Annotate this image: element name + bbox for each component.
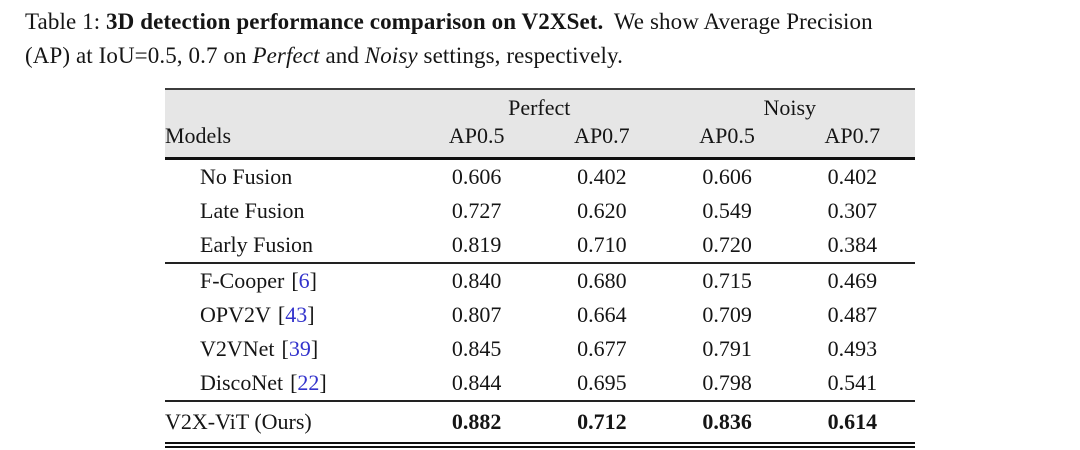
- model-name: DiscoNet [22]: [165, 366, 414, 401]
- citation-bracket-open: [: [277, 302, 286, 327]
- model-label: DiscoNet: [200, 370, 284, 395]
- model-name: No Fusion: [200, 164, 293, 189]
- table-row-early-fusion: Early Fusion 0.819 0.710 0.720 0.384: [165, 228, 915, 263]
- citation: [39]: [282, 336, 319, 361]
- value-cell: 0.541: [827, 370, 878, 395]
- citation: [22]: [290, 370, 327, 395]
- citation-link[interactable]: 6: [298, 268, 310, 293]
- value-cell: 0.680: [577, 268, 627, 293]
- table-container: Perfect Noisy Models AP0.5 AP0.7 AP0.5 A…: [165, 88, 915, 448]
- value-cell: 0.836: [702, 409, 752, 434]
- results-table: Perfect Noisy Models AP0.5 AP0.7 AP0.5 A…: [165, 88, 915, 448]
- header-group-perfect: Perfect: [508, 95, 571, 120]
- model-label: F-Cooper: [200, 268, 285, 293]
- value-cell: 0.307: [827, 198, 878, 223]
- table-header: Perfect Noisy Models AP0.5 AP0.7 AP0.5 A…: [165, 89, 915, 159]
- value-cell: 0.709: [702, 302, 752, 327]
- caption-line-1: Table 1: 3D detection performance compar…: [25, 5, 1065, 39]
- value-cell: 0.882: [451, 409, 502, 434]
- value-cell: 0.677: [577, 336, 627, 361]
- value-cell: 0.710: [577, 232, 627, 257]
- citation-bracket-close: ]: [309, 268, 317, 293]
- value-cell: 0.845: [451, 336, 502, 361]
- model-label: OPV2V: [200, 302, 271, 327]
- value-cell: 0.727: [451, 198, 502, 223]
- model-name: OPV2V [43]: [165, 298, 414, 332]
- citation-bracket-close: ]: [307, 302, 315, 327]
- value-cell: 0.715: [702, 268, 752, 293]
- value-cell: 0.614: [827, 409, 878, 434]
- value-cell: 0.549: [702, 198, 752, 223]
- caption-noisy-italic: Noisy: [364, 43, 418, 68]
- value-cell: 0.384: [827, 232, 878, 257]
- column-group-row: Perfect Noisy: [165, 89, 915, 122]
- table-row-v2vnet: V2VNet [39] 0.845 0.677 0.791 0.493: [165, 332, 915, 366]
- table-row-no-fusion: No Fusion 0.606 0.402 0.606 0.402: [165, 159, 915, 195]
- table-row-v2x-vit-ours: V2X-ViT (Ours) 0.882 0.712 0.836 0.614: [165, 401, 915, 445]
- caption-title-bold: 3D detection performance comparison on V…: [106, 9, 604, 34]
- value-cell: 0.840: [451, 268, 502, 293]
- header-group-noisy: Noisy: [763, 95, 817, 120]
- header-ap07-perfect: AP0.7: [574, 123, 630, 148]
- header-models: Models: [165, 123, 231, 148]
- column-header-row: Models AP0.5 AP0.7 AP0.5 AP0.7: [165, 122, 915, 159]
- table-row-f-cooper: F-Cooper [6] 0.840 0.680 0.715 0.469: [165, 263, 915, 298]
- value-cell: 0.807: [451, 302, 502, 327]
- citation-bracket-close: ]: [310, 336, 319, 361]
- citation-bracket-open: [: [291, 268, 299, 293]
- header-ap05-perfect: AP0.5: [448, 123, 505, 148]
- header-ap07-noisy: AP0.7: [824, 123, 881, 148]
- caption-text-mid: and: [325, 43, 365, 68]
- intermediate-fusion-section: F-Cooper [6] 0.840 0.680 0.715 0.469 OPV2…: [165, 263, 915, 401]
- citation: [43]: [278, 302, 315, 327]
- caption-perfect-italic: Perfect: [252, 43, 320, 68]
- value-cell: 0.844: [451, 370, 502, 395]
- caption-text-pre: (AP) at IoU=0.5, 0.7 on: [25, 43, 253, 68]
- table-caption: Table 1: 3D detection performance compar…: [25, 5, 1065, 73]
- table-row-opv2v: OPV2V [43] 0.807 0.664 0.709 0.487: [165, 298, 915, 332]
- citation: [6]: [291, 268, 317, 293]
- citation-bracket-open: [: [281, 336, 289, 361]
- value-cell: 0.469: [827, 268, 878, 293]
- model-name: Late Fusion: [200, 198, 305, 223]
- citation-link[interactable]: 39: [288, 336, 311, 361]
- value-cell: 0.720: [702, 232, 752, 257]
- caption-text-start: We show Average Precision: [613, 9, 873, 34]
- value-cell: 0.664: [577, 302, 627, 327]
- value-cell: 0.798: [702, 370, 752, 395]
- value-cell: 0.606: [702, 164, 752, 189]
- caption-table-label: Table 1:: [25, 9, 107, 34]
- header-ap05-noisy: AP0.5: [699, 123, 755, 148]
- value-cell: 0.487: [827, 302, 878, 327]
- citation-bracket-open: [: [290, 370, 298, 395]
- caption-line-2: (AP) at IoU=0.5, 0.7 on Perfect and Nois…: [25, 39, 1065, 73]
- caption-text-post: settings, respectively.: [423, 43, 623, 68]
- model-name: V2X-ViT (Ours): [165, 409, 312, 434]
- table-row-late-fusion: Late Fusion 0.727 0.620 0.549 0.307: [165, 194, 915, 228]
- value-cell: 0.493: [827, 336, 878, 361]
- model-name: Early Fusion: [200, 232, 314, 257]
- value-cell: 0.819: [451, 232, 502, 257]
- value-cell: 0.606: [451, 164, 502, 189]
- header-spacer: [165, 89, 414, 122]
- citation-link[interactable]: 43: [285, 302, 308, 327]
- table-row-disconet: DiscoNet [22] 0.844 0.695 0.798 0.541: [165, 366, 915, 401]
- model-name: F-Cooper [6]: [165, 263, 414, 298]
- value-cell: 0.695: [577, 370, 627, 395]
- value-cell: 0.402: [577, 164, 627, 189]
- value-cell: 0.791: [702, 336, 752, 361]
- citation-link[interactable]: 22: [297, 370, 320, 395]
- ours-section: V2X-ViT (Ours) 0.882 0.712 0.836 0.614: [165, 401, 915, 445]
- model-name: V2VNet [39]: [165, 332, 414, 366]
- baseline-section: No Fusion 0.606 0.402 0.606 0.402 Late F…: [165, 159, 915, 263]
- value-cell: 0.712: [577, 409, 627, 434]
- citation-bracket-close: ]: [319, 370, 327, 395]
- value-cell: 0.620: [577, 198, 627, 223]
- value-cell: 0.402: [827, 164, 878, 189]
- model-label: V2VNet: [200, 336, 275, 361]
